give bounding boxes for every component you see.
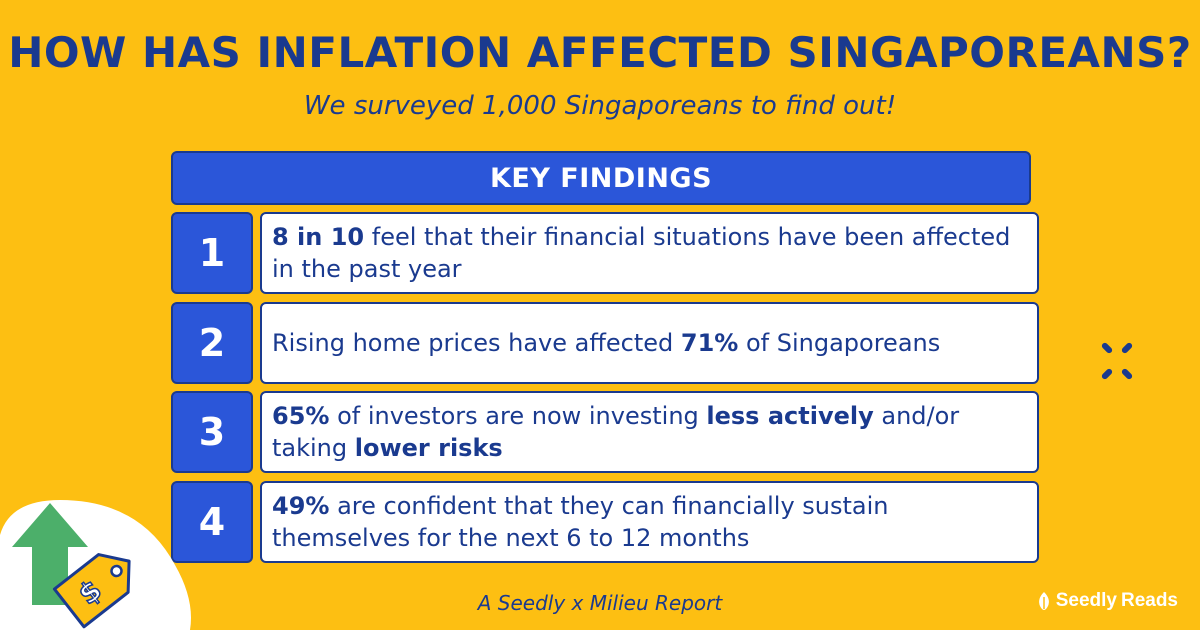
finding-3-segment: lower risks [354, 434, 503, 462]
finding-2-segment: 71% [680, 329, 739, 357]
up-arrow-icon [12, 503, 88, 605]
page-title: HOW HAS INFLATION AFFECTED SINGAPOREANS? [8, 28, 1192, 77]
sparkle-icon [1101, 342, 1133, 380]
finding-3-segment: and/or taking [272, 402, 960, 462]
seedly-reads-logo: Seedly Reads [1036, 590, 1178, 612]
finding-text-2: Rising home prices have affected 71% of … [260, 302, 1039, 384]
finding-text-4: 49% are confident that they can financia… [260, 481, 1039, 563]
brand-name-2: Reads [1120, 590, 1178, 611]
finding-text-3: 65% of investors are now investing less … [260, 391, 1039, 473]
finding-number-3: 3 [171, 391, 253, 473]
finding-1-segment: feel that their financial situations hav… [272, 223, 1011, 283]
seedly-leaf-icon [1038, 592, 1049, 610]
page-subtitle: We surveyed 1,000 Singaporeans to find o… [303, 91, 897, 121]
finding-number-1: 1 [171, 212, 253, 294]
brand-name-1: Seedly [1055, 590, 1117, 611]
finding-1-segment: 8 in 10 [272, 223, 365, 251]
finding-number-4: 4 [171, 481, 253, 563]
key-findings-heading: KEY FINDINGS [171, 151, 1031, 205]
finding-text-1: 8 in 10 feel that their financial situat… [260, 212, 1039, 294]
finding-number-2: 2 [171, 302, 253, 384]
finding-4-segment: are confident that they can financially … [272, 492, 889, 552]
finding-3-segment: 65% [272, 402, 330, 430]
finding-3-segment: less actively [706, 402, 874, 430]
report-credit: A Seedly x Milieu Report [477, 591, 723, 615]
finding-3-segment: of investors are now investing [329, 402, 707, 430]
finding-4-segment: 49% [272, 492, 330, 520]
dollar-price-tag-icon: $ [52, 553, 131, 629]
finding-2-segment: of Singaporeans [738, 329, 941, 357]
inflation-illustration: $ [0, 500, 191, 630]
finding-2-segment: Rising home prices have affected [272, 329, 681, 357]
